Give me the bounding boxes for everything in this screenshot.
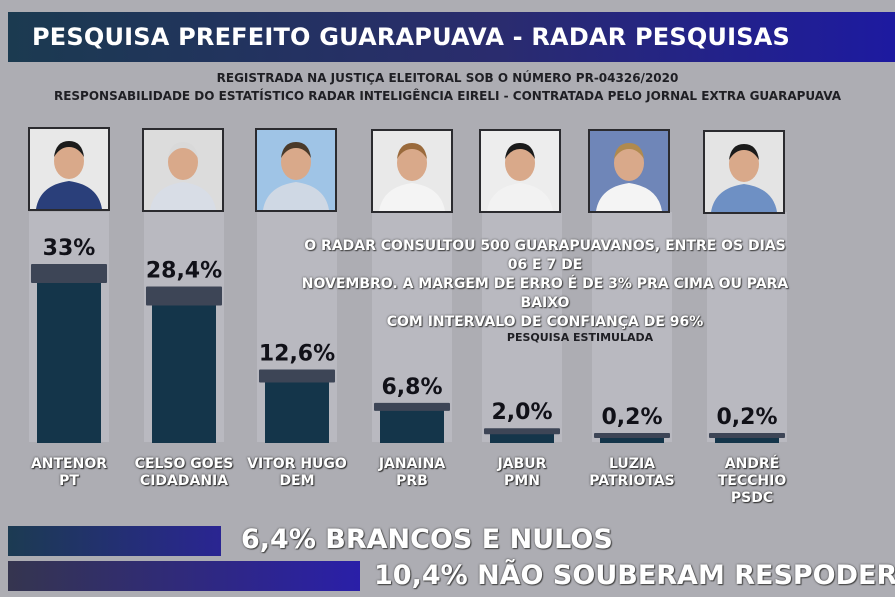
- stimulated-survey-label: PESQUISA ESTIMULADA: [506, 331, 654, 344]
- page-title: PESQUISA PREFEITO GUARAPUAVA - RADAR PES…: [32, 23, 790, 51]
- bar-cap: [709, 433, 785, 438]
- candidate-label: JANAINA PRB: [352, 456, 472, 490]
- bar-cap: [374, 402, 450, 411]
- bar: [152, 304, 216, 443]
- candidate-party: PT: [59, 473, 79, 489]
- bar-cap: [31, 264, 107, 283]
- note-line-1: O RADAR CONSULTOU 500 GUARAPUAVANOS, ENT…: [304, 238, 786, 273]
- undecided-label: 10,4% NÃO SOUBERAM RESPODER: [374, 560, 895, 591]
- candidate-name: JANAINA: [378, 456, 446, 472]
- candidate-photo: [479, 129, 561, 213]
- data-label: 28,4%: [146, 258, 222, 283]
- registration-line: REGISTRADA NA JUSTIÇA ELEITORAL SOB O NÚ…: [216, 71, 679, 85]
- blank-null-bar: [8, 526, 221, 556]
- data-label: 0,2%: [601, 405, 662, 430]
- blank-null-label: 6,4% BRANCOS E NULOS: [241, 524, 613, 555]
- candidate-name: CELSO GOES: [134, 456, 234, 472]
- bar-cap: [484, 428, 560, 435]
- candidate-label: JABUR PMN: [462, 456, 582, 490]
- note-line-2: NOVEMBRO. A MARGEM DE ERRO É DE 3% PRA C…: [301, 276, 789, 311]
- bar: [715, 437, 779, 443]
- methodology-note: O RADAR CONSULTOU 500 GUARAPUAVANOS, ENT…: [300, 237, 790, 332]
- bar-track: [592, 212, 672, 442]
- bar: [490, 433, 554, 443]
- candidate-name: ANTENOR: [30, 456, 108, 472]
- candidate-label: ANTENOR PT: [9, 456, 129, 490]
- bar: [380, 409, 444, 443]
- bar-track: [707, 212, 787, 442]
- bar-track: [482, 212, 562, 442]
- candidate-name: VITOR HUGO: [247, 456, 347, 472]
- bar-cap: [259, 369, 335, 383]
- candidate-party: PMN: [504, 473, 540, 489]
- data-label: 12,6%: [259, 342, 335, 367]
- candidate-party: PRB: [396, 473, 428, 489]
- undecided-bar: [8, 561, 360, 591]
- bar: [37, 282, 101, 443]
- candidate-label: LUZIA PATRIOTAS: [572, 456, 692, 490]
- candidate-label: VITOR HUGO DEM: [237, 456, 357, 490]
- candidate-photo: [255, 128, 337, 212]
- candidate-photo: [371, 129, 453, 213]
- candidate-name: JABUR: [497, 456, 547, 472]
- candidate-label: ANDRÉ TECCHIO PSDC: [692, 456, 812, 507]
- candidate-label: CELSO GOES CIDADANIA: [124, 456, 244, 490]
- data-label: 0,2%: [716, 405, 777, 430]
- candidate-party: PATRIOTAS: [589, 473, 675, 489]
- header-banner: PESQUISA PREFEITO GUARAPUAVA - RADAR PES…: [8, 12, 895, 62]
- candidate-name: LUZIA: [609, 456, 655, 472]
- note-line-3: COM INTERVALO DE CONFIANÇA DE 96%: [386, 314, 704, 330]
- candidate-photo: [142, 128, 224, 212]
- candidate-party: DEM: [279, 473, 315, 489]
- bar: [265, 381, 329, 443]
- candidate-photo: [703, 130, 785, 214]
- candidate-party: PSDC: [730, 490, 774, 506]
- bar-cap: [146, 286, 222, 306]
- data-label: 6,8%: [381, 375, 442, 400]
- candidate-photo: [588, 129, 670, 213]
- candidate-photo: [28, 127, 110, 211]
- bar: [600, 437, 664, 443]
- data-label: 2,0%: [491, 400, 552, 425]
- candidate-party: CIDADANIA: [139, 473, 229, 489]
- data-label: 33%: [43, 236, 96, 261]
- bar-cap: [594, 433, 670, 438]
- candidate-name: ANDRÉ TECCHIO: [717, 456, 787, 489]
- responsibility-line: RESPONSABILIDADE DO ESTATÍSTICO RADAR IN…: [53, 89, 842, 103]
